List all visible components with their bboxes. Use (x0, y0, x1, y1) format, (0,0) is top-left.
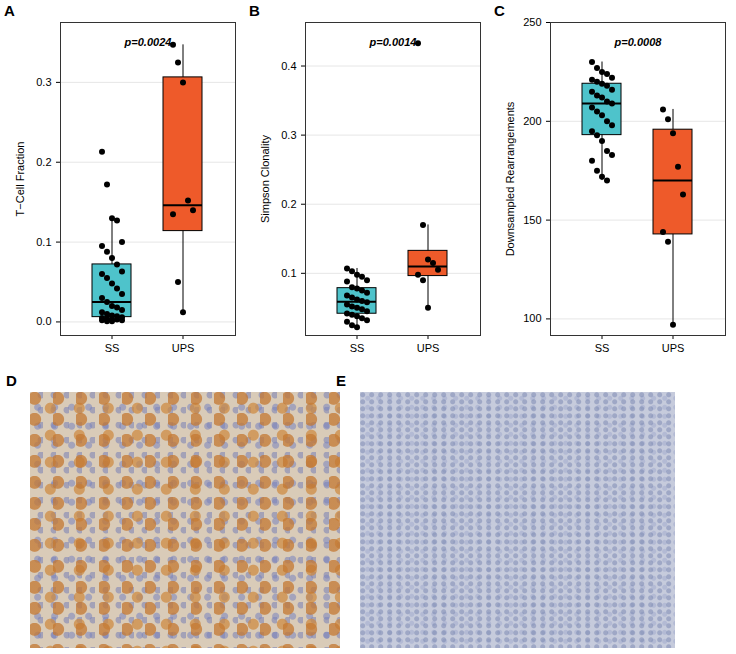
svg-text:0.3: 0.3 (281, 129, 296, 141)
svg-text:SS: SS (595, 342, 610, 354)
svg-text:0.2: 0.2 (281, 198, 296, 210)
svg-text:p=0.0024: p=0.0024 (124, 36, 172, 48)
svg-text:UPS: UPS (172, 342, 195, 354)
svg-text:0.1: 0.1 (36, 236, 51, 248)
svg-text:0.2: 0.2 (36, 156, 51, 168)
svg-text:200: 200 (523, 115, 541, 127)
svg-text:SS: SS (350, 342, 365, 354)
html-text:A: A (4, 2, 15, 19)
html-text:C: C (494, 2, 505, 19)
svg-text:0.4: 0.4 (281, 60, 296, 72)
svg-text:250: 250 (523, 16, 541, 28)
svg-text:T−Cell Fraction: T−Cell Fraction (14, 142, 26, 217)
svg-text:UPS: UPS (662, 342, 685, 354)
svg-text:UPS: UPS (417, 342, 440, 354)
html-text:D: D (6, 372, 17, 389)
svg-text:p=0.0008: p=0.0008 (614, 36, 663, 48)
svg-text:SS: SS (105, 342, 120, 354)
svg-text:p=0.0014: p=0.0014 (369, 36, 417, 48)
svg-text:0.1: 0.1 (281, 267, 296, 279)
html-text:E: E (336, 372, 346, 389)
svg-text:0.0: 0.0 (36, 315, 51, 327)
svg-text:100: 100 (523, 312, 541, 324)
html-text:B: B (249, 2, 260, 19)
svg-text:150: 150 (523, 214, 541, 226)
svg-text:Simpson Clonality: Simpson Clonality (259, 134, 271, 223)
svg-text:0.3: 0.3 (36, 76, 51, 88)
svg-text:Downsampled Rearrangements: Downsampled Rearrangements (504, 101, 516, 256)
